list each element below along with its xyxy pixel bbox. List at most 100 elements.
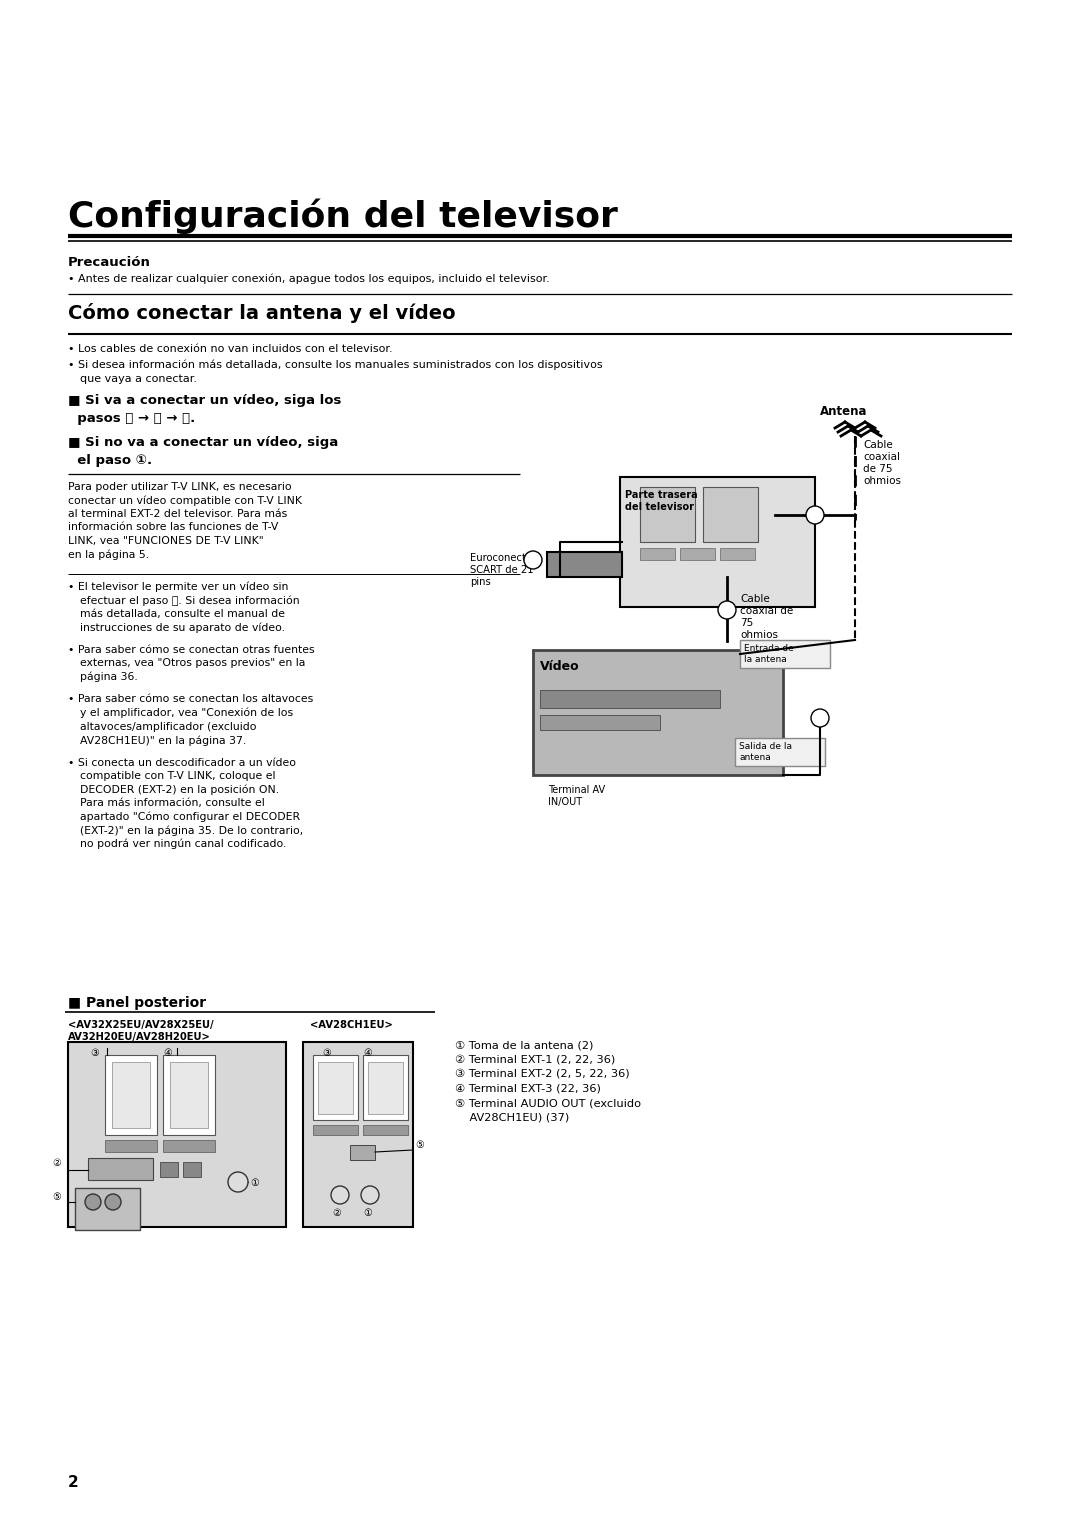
Text: Parte trasera: Parte trasera bbox=[625, 490, 698, 500]
Bar bbox=[87, 1158, 153, 1180]
Text: del televisor: del televisor bbox=[625, 503, 694, 512]
Text: Salida de la: Salida de la bbox=[739, 743, 792, 750]
Bar bbox=[620, 477, 815, 607]
Text: 2: 2 bbox=[68, 1475, 79, 1490]
Text: información sobre las funciones de T-V: información sobre las funciones de T-V bbox=[68, 523, 279, 532]
Bar bbox=[160, 1161, 178, 1177]
Bar bbox=[163, 1140, 215, 1152]
Text: ⑤: ⑤ bbox=[52, 1192, 60, 1203]
Text: Entrada de: Entrada de bbox=[744, 643, 794, 652]
Text: ③: ③ bbox=[322, 1048, 330, 1057]
Text: ④: ④ bbox=[163, 1048, 172, 1057]
Bar bbox=[105, 1054, 157, 1135]
Bar bbox=[720, 549, 755, 559]
Bar bbox=[68, 1042, 286, 1227]
Text: IN/OUT: IN/OUT bbox=[548, 798, 582, 807]
Text: coaxial: coaxial bbox=[863, 452, 900, 461]
Text: ■ Si no va a conectar un vídeo, siga: ■ Si no va a conectar un vídeo, siga bbox=[68, 435, 338, 449]
Text: ④ Terminal EXT-3 (22, 36): ④ Terminal EXT-3 (22, 36) bbox=[455, 1083, 600, 1094]
Text: altavoces/amplificador (excluido: altavoces/amplificador (excluido bbox=[80, 721, 257, 732]
Text: ②: ② bbox=[332, 1209, 341, 1218]
Bar bbox=[163, 1054, 215, 1135]
Text: que vaya a conectar.: que vaya a conectar. bbox=[80, 374, 197, 384]
Text: • Antes de realizar cualquier conexión, apague todos los equipos, incluido el te: • Antes de realizar cualquier conexión, … bbox=[68, 274, 550, 284]
Bar bbox=[112, 1062, 150, 1128]
Bar bbox=[680, 549, 715, 559]
Text: el paso ①.: el paso ①. bbox=[68, 454, 152, 468]
Text: Cable: Cable bbox=[863, 440, 893, 451]
Text: instrucciones de su aparato de vídeo.: instrucciones de su aparato de vídeo. bbox=[80, 622, 285, 633]
Text: Ⓒ: Ⓒ bbox=[527, 553, 534, 562]
Bar bbox=[540, 715, 660, 730]
Text: ①: ① bbox=[809, 507, 819, 518]
Circle shape bbox=[806, 506, 824, 524]
Circle shape bbox=[361, 1186, 379, 1204]
Text: Vídeo: Vídeo bbox=[540, 660, 580, 672]
Circle shape bbox=[524, 552, 542, 568]
Text: SCART de 21: SCART de 21 bbox=[470, 565, 534, 575]
Text: Ⓑ: Ⓑ bbox=[721, 604, 727, 613]
Text: efectuar el paso Ⓒ. Si desea información: efectuar el paso Ⓒ. Si desea información bbox=[80, 596, 299, 607]
Text: <AV28CH1EU>: <AV28CH1EU> bbox=[310, 1021, 393, 1030]
Text: • Para saber cómo se conectan otras fuentes: • Para saber cómo se conectan otras fuen… bbox=[68, 645, 314, 656]
Text: ②: ② bbox=[52, 1158, 60, 1167]
Text: ohmios: ohmios bbox=[740, 630, 778, 640]
Text: ①: ① bbox=[249, 1178, 259, 1187]
Text: de 75: de 75 bbox=[863, 465, 892, 474]
Text: ③: ③ bbox=[90, 1048, 98, 1057]
Circle shape bbox=[718, 601, 735, 619]
Bar bbox=[703, 487, 758, 542]
Text: compatible con T-V LINK, coloque el: compatible con T-V LINK, coloque el bbox=[80, 772, 275, 781]
Bar bbox=[303, 1042, 413, 1227]
Bar bbox=[363, 1054, 408, 1120]
Text: AV28CH1EU) (37): AV28CH1EU) (37) bbox=[455, 1112, 569, 1123]
Text: apartado "Cómo configurar el DECODER: apartado "Cómo configurar el DECODER bbox=[80, 811, 300, 822]
Text: en la página 5.: en la página 5. bbox=[68, 550, 149, 559]
Text: ① Toma de la antena (2): ① Toma de la antena (2) bbox=[455, 1041, 593, 1050]
Bar bbox=[183, 1161, 201, 1177]
Bar bbox=[170, 1062, 208, 1128]
Text: ①: ① bbox=[363, 1209, 372, 1218]
Bar bbox=[363, 1125, 408, 1135]
Text: al terminal EXT-2 del televisor. Para más: al terminal EXT-2 del televisor. Para má… bbox=[68, 509, 287, 520]
Text: Para más información, consulte el: Para más información, consulte el bbox=[80, 798, 265, 808]
Bar bbox=[640, 487, 696, 542]
Text: Precaución: Precaución bbox=[68, 257, 151, 269]
Text: • El televisor le permite ver un vídeo sin: • El televisor le permite ver un vídeo s… bbox=[68, 582, 288, 593]
Bar bbox=[368, 1062, 403, 1114]
Text: pins: pins bbox=[470, 578, 490, 587]
Text: conectar un vídeo compatible con T-V LINK: conectar un vídeo compatible con T-V LIN… bbox=[68, 495, 302, 506]
Circle shape bbox=[811, 709, 829, 727]
Text: coaxial de: coaxial de bbox=[740, 607, 793, 616]
Text: Cómo conectar la antena y el vídeo: Cómo conectar la antena y el vídeo bbox=[68, 303, 456, 322]
Bar bbox=[313, 1125, 357, 1135]
Circle shape bbox=[105, 1193, 121, 1210]
Bar bbox=[546, 552, 622, 578]
Text: <AV32X25EU/AV28X25EU/: <AV32X25EU/AV28X25EU/ bbox=[68, 1021, 214, 1030]
Circle shape bbox=[85, 1193, 102, 1210]
Circle shape bbox=[330, 1186, 349, 1204]
Bar bbox=[318, 1062, 353, 1114]
Text: Euroconector: Euroconector bbox=[470, 553, 536, 562]
Text: ■ Panel posterior: ■ Panel posterior bbox=[68, 996, 206, 1010]
Text: Cable: Cable bbox=[740, 594, 770, 604]
Text: Configuración del televisor: Configuración del televisor bbox=[68, 199, 618, 234]
Bar bbox=[735, 738, 825, 766]
Text: ■ Si va a conectar un vídeo, siga los: ■ Si va a conectar un vídeo, siga los bbox=[68, 394, 341, 406]
Text: pasos Ⓐ → Ⓑ → Ⓒ.: pasos Ⓐ → Ⓑ → Ⓒ. bbox=[68, 413, 195, 425]
Text: (EXT-2)" en la página 35. De lo contrario,: (EXT-2)" en la página 35. De lo contrari… bbox=[80, 825, 303, 836]
Bar bbox=[640, 549, 675, 559]
Bar bbox=[75, 1187, 140, 1230]
Text: Ⓐ: Ⓐ bbox=[814, 711, 820, 721]
Text: LINK, vea "FUNCIONES DE T-V LINK": LINK, vea "FUNCIONES DE T-V LINK" bbox=[68, 536, 264, 545]
Text: AV32H20EU/AV28H20EU>: AV32H20EU/AV28H20EU> bbox=[68, 1031, 211, 1042]
Text: página 36.: página 36. bbox=[80, 672, 138, 683]
Text: más detallada, consulte el manual de: más detallada, consulte el manual de bbox=[80, 610, 285, 619]
Bar bbox=[540, 691, 720, 707]
Text: ⑤: ⑤ bbox=[415, 1140, 423, 1151]
Text: 75: 75 bbox=[740, 617, 753, 628]
Text: DECODER (EXT-2) en la posición ON.: DECODER (EXT-2) en la posición ON. bbox=[80, 784, 279, 795]
Text: ohmios: ohmios bbox=[863, 477, 901, 486]
Text: • Si desea información más detallada, consulte los manuales suministrados con lo: • Si desea información más detallada, co… bbox=[68, 361, 603, 370]
Text: Para poder utilizar T-V LINK, es necesario: Para poder utilizar T-V LINK, es necesar… bbox=[68, 481, 292, 492]
